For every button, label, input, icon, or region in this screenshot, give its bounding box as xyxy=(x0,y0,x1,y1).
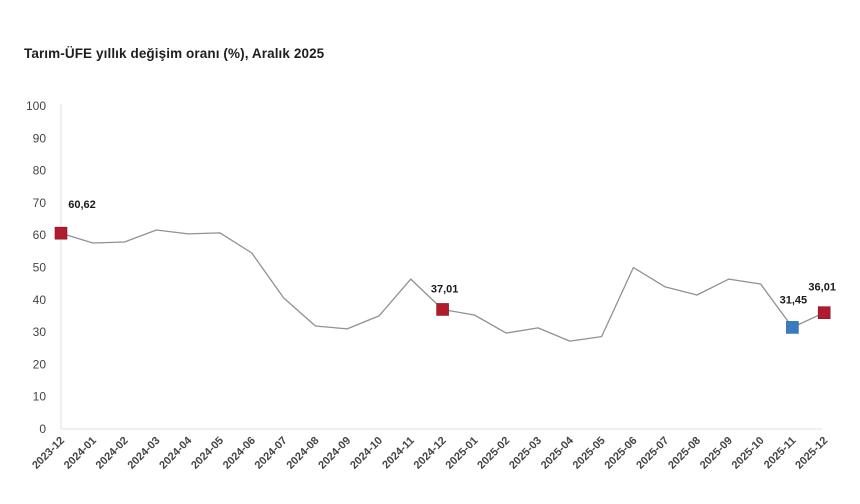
x-tick-label: 2025-09 xyxy=(698,435,735,472)
x-tick-label: 2025-11 xyxy=(762,435,799,472)
data-point-marker xyxy=(817,306,831,319)
y-tick-label: 80 xyxy=(33,164,47,178)
x-tick-label: 2025-08 xyxy=(666,435,703,472)
x-tick-label: 2025-07 xyxy=(634,435,671,472)
x-tick-label: 2025-12 xyxy=(793,435,830,472)
y-tick-label: 70 xyxy=(33,196,47,210)
x-tick-label: 2025-05 xyxy=(571,435,608,472)
y-tick-label: 20 xyxy=(33,357,47,371)
data-point-marker xyxy=(436,303,449,316)
y-tick-label: 40 xyxy=(33,293,47,307)
data-label: 31,45 xyxy=(780,294,808,306)
x-tick-label: 2025-04 xyxy=(539,434,577,472)
x-tick-label: 2024-06 xyxy=(221,435,258,472)
x-tick-label: 2024-03 xyxy=(125,435,162,472)
x-tick-label: 2024-10 xyxy=(348,435,385,472)
y-tick-label: 90 xyxy=(33,131,47,145)
x-tick-label: 2024-12 xyxy=(412,435,449,472)
x-tick-label: 2025-03 xyxy=(507,435,544,472)
x-tick-label: 2024-05 xyxy=(189,435,226,472)
data-label: 60,62 xyxy=(68,199,96,211)
x-tick-label: 2025-01 xyxy=(443,435,480,472)
x-tick-label: 2025-10 xyxy=(730,435,767,472)
x-tick-label: 2024-09 xyxy=(316,435,353,472)
x-tick-label: 2025-02 xyxy=(475,435,512,472)
x-tick-label: 2025-06 xyxy=(602,435,639,472)
x-axis: 2023-122024-012024-022024-032024-042024-… xyxy=(30,428,830,472)
y-tick-label: 50 xyxy=(33,261,47,275)
x-tick-label: 2023-12 xyxy=(30,435,67,472)
y-tick-label: 0 xyxy=(39,422,46,436)
y-tick-label: 100 xyxy=(26,99,46,113)
y-tick-label: 60 xyxy=(33,228,47,242)
y-tick-label: 10 xyxy=(33,390,47,404)
x-tick-label: 2024-02 xyxy=(94,435,131,472)
data-point-marker xyxy=(54,226,68,240)
x-tick-label: 2024-07 xyxy=(253,435,290,472)
chart-title: Tarım-ÜFE yıllık değişim oranı (%), Aral… xyxy=(24,46,325,61)
data-label: 37,01 xyxy=(431,283,459,295)
y-axis: 0 10 20 30 40 50 60 70 80 90 100 xyxy=(26,99,62,436)
x-tick-label: 2024-01 xyxy=(62,435,99,472)
y-tick-label: 30 xyxy=(33,325,47,339)
x-tick-label: 2024-11 xyxy=(380,435,417,472)
data-label: 36,01 xyxy=(808,282,836,294)
x-tick-label: 2024-08 xyxy=(284,435,321,472)
x-tick-label: 2024-04 xyxy=(157,434,195,472)
data-point-marker xyxy=(786,321,799,334)
